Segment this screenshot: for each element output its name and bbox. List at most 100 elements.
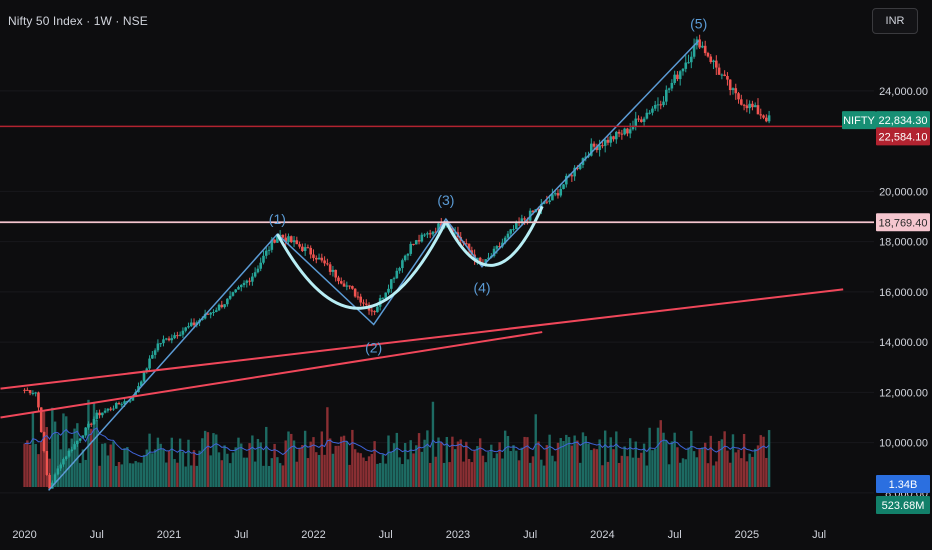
candle-body xyxy=(256,268,260,273)
volume-bar xyxy=(434,456,437,487)
volume-bar xyxy=(301,444,304,487)
volume-bar xyxy=(598,439,601,487)
x-tick-label: Jul xyxy=(523,529,537,541)
candle-body xyxy=(392,278,396,280)
candle-body xyxy=(509,229,513,234)
volume-bar xyxy=(198,450,201,487)
volume-bar xyxy=(720,439,724,487)
volume-bar xyxy=(503,430,507,487)
volume-bar xyxy=(451,436,454,487)
volume-bar xyxy=(142,454,146,487)
volume-bar xyxy=(98,465,101,487)
volume-bar xyxy=(462,461,465,487)
candle-body xyxy=(317,257,321,260)
volume-bar xyxy=(737,449,740,487)
volume-bar xyxy=(159,443,162,487)
candle-body xyxy=(687,62,690,64)
volume-bar xyxy=(28,444,32,487)
volume-bar xyxy=(726,450,729,487)
candle-body xyxy=(239,285,243,288)
volume-bar xyxy=(51,407,54,487)
volume-bar xyxy=(592,448,596,487)
candle-body xyxy=(740,99,743,105)
volume-bar xyxy=(148,433,151,487)
candle-body xyxy=(720,74,724,76)
currency-button[interactable]: INR xyxy=(872,8,918,34)
volume-bar xyxy=(373,441,376,487)
volume-bar xyxy=(662,432,665,487)
candle-body xyxy=(62,459,65,465)
volume-bar xyxy=(123,448,126,487)
volume-bar xyxy=(709,435,712,487)
volume-bar xyxy=(395,432,399,487)
wave-label-5: (5) xyxy=(690,16,707,32)
candle-body xyxy=(726,75,729,80)
volume-bar xyxy=(242,457,246,487)
volume-bar xyxy=(312,437,315,487)
volume-bar xyxy=(606,461,610,487)
volume-bar xyxy=(234,447,237,487)
volume-bar xyxy=(284,440,287,487)
candle-body xyxy=(545,201,549,203)
volume-bar xyxy=(501,458,504,487)
candle-body xyxy=(139,381,143,387)
volume-bar xyxy=(523,436,526,487)
candle-body xyxy=(89,423,93,425)
x-tick-label: 2023 xyxy=(446,529,470,541)
volume-bar xyxy=(162,449,165,487)
volume-bar xyxy=(115,466,118,487)
volume-bar xyxy=(570,445,574,487)
candle-body xyxy=(487,257,490,260)
neckline-price-badge-text: 18,769.40 xyxy=(879,217,928,229)
volume-bar xyxy=(103,443,107,487)
candle-body xyxy=(398,268,401,271)
volume-bar xyxy=(765,457,768,487)
y-tick-label: 16,000.00 xyxy=(879,287,928,299)
volume-bar xyxy=(120,464,123,487)
volume-bar xyxy=(187,439,190,487)
volume-bar xyxy=(717,441,721,487)
volume-bar xyxy=(278,463,282,487)
candle-body xyxy=(214,310,218,312)
volume-bar xyxy=(101,443,104,487)
volume-bar xyxy=(334,445,337,487)
candle-body xyxy=(164,338,168,340)
candle-body xyxy=(395,270,399,279)
wave-labels: (1) (2) (3) (4) (5) xyxy=(269,16,707,356)
volume-bar xyxy=(228,463,232,487)
volume-bar xyxy=(265,426,268,487)
candle-body xyxy=(584,156,588,159)
volume-bar xyxy=(48,458,51,487)
candle-body xyxy=(320,257,324,261)
volume-bar xyxy=(23,443,26,487)
price-badges: NIFTY 22,834.30 22,584.10 18,769.40 1.34B 523… xyxy=(842,111,930,514)
candle-body xyxy=(98,412,101,416)
volume-bar xyxy=(273,443,276,487)
volume-bar xyxy=(253,461,257,487)
volume-bar xyxy=(556,442,560,487)
volume-bar xyxy=(665,440,668,487)
candle-body xyxy=(348,285,351,287)
volume-bar xyxy=(315,452,318,487)
candle-body xyxy=(92,418,96,425)
volume-bar xyxy=(512,445,515,487)
volume-bar xyxy=(573,435,576,487)
candle-body xyxy=(573,167,576,177)
candle-body xyxy=(495,246,499,249)
candle-body xyxy=(178,334,182,336)
volume-bar xyxy=(426,430,429,487)
candle-body xyxy=(45,451,49,475)
volume-bar xyxy=(481,455,485,487)
candle-body xyxy=(464,243,468,245)
candle-body xyxy=(270,239,274,250)
volume-bar xyxy=(459,439,462,487)
volume-bar xyxy=(653,448,657,487)
volume-bar xyxy=(687,447,690,487)
candle-body xyxy=(189,322,193,327)
volume-bar xyxy=(212,433,215,487)
candle-body xyxy=(420,234,424,242)
candle-body xyxy=(559,188,563,196)
candle-body xyxy=(151,354,154,359)
candle-body xyxy=(512,229,515,231)
